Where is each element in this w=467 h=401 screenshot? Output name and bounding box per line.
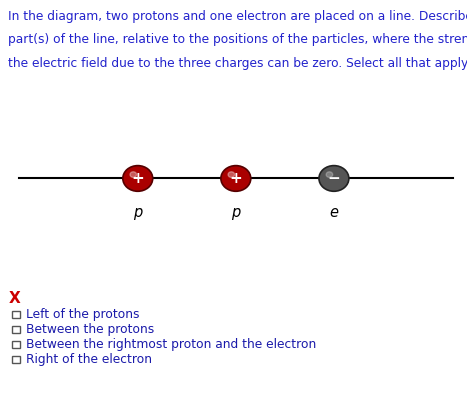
FancyBboxPatch shape <box>12 341 20 348</box>
Circle shape <box>221 166 251 191</box>
Text: Right of the electron: Right of the electron <box>26 353 152 366</box>
Text: p: p <box>133 205 142 219</box>
Text: the electric field due to the three charges can be zero. Select all that apply.: the electric field due to the three char… <box>8 57 467 69</box>
Circle shape <box>123 166 153 191</box>
Text: part(s) of the line, relative to the positions of the particles, where the stren: part(s) of the line, relative to the pos… <box>8 33 467 46</box>
Text: e: e <box>329 205 339 219</box>
Text: p: p <box>231 205 241 219</box>
Text: +: + <box>131 171 144 186</box>
Circle shape <box>326 172 333 177</box>
Text: Between the rightmost proton and the electron: Between the rightmost proton and the ele… <box>26 338 316 351</box>
Text: Left of the protons: Left of the protons <box>26 308 139 321</box>
Text: Between the protons: Between the protons <box>26 323 154 336</box>
Circle shape <box>228 172 234 177</box>
Text: In the diagram, two protons and one electron are placed on a line. Describe the: In the diagram, two protons and one elec… <box>8 10 467 23</box>
Text: X: X <box>8 291 20 306</box>
Circle shape <box>130 172 136 177</box>
FancyBboxPatch shape <box>12 311 20 318</box>
Text: −: − <box>327 171 340 186</box>
Text: +: + <box>229 171 242 186</box>
FancyBboxPatch shape <box>12 356 20 363</box>
Circle shape <box>319 166 349 191</box>
FancyBboxPatch shape <box>12 326 20 333</box>
